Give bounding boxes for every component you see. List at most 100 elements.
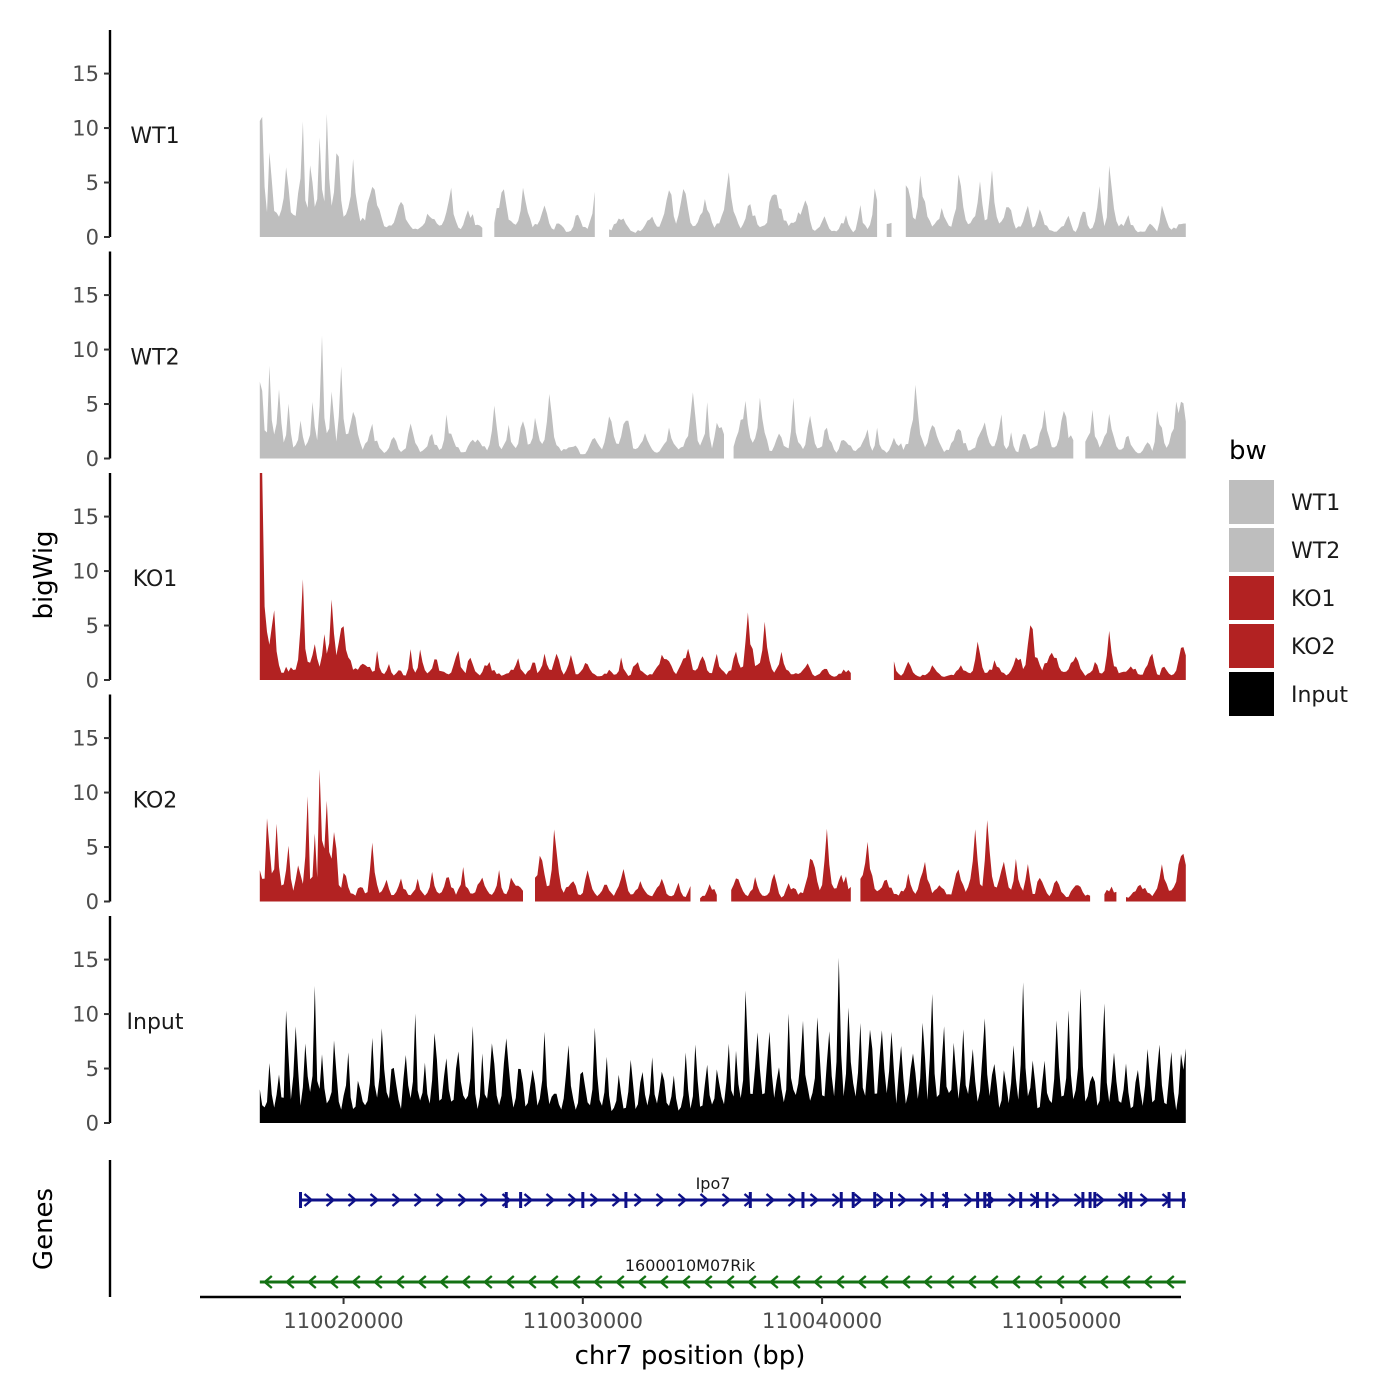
strand-arrow [966, 1275, 977, 1289]
y-axis-title: bigWig [29, 530, 59, 619]
y-tick-label: 0 [86, 226, 99, 250]
gene-track-panel: Ipo7 1600010M07Rik [108, 1160, 1186, 1297]
strand-arrow [809, 1193, 820, 1207]
y-tick-label: 10 [72, 1003, 99, 1027]
strand-arrow [1142, 1275, 1153, 1289]
coverage-area-ko1 [893, 625, 1186, 680]
gene-label-ipo7: Ipo7 [696, 1174, 731, 1193]
y-tick-label: 10 [72, 560, 99, 584]
strand-arrow [545, 1193, 556, 1207]
strand-arrow [1032, 1275, 1043, 1289]
x-tick-label: 110020000 [283, 1309, 403, 1333]
x-axis-title: chr7 position (bp) [575, 1341, 806, 1371]
strand-arrow [702, 1275, 713, 1289]
strand-arrow [812, 1275, 823, 1289]
track-label-ko2: KO2 [133, 789, 178, 814]
strand-arrow [416, 1275, 427, 1289]
strand-arrow [919, 1193, 930, 1207]
strand-arrow [699, 1193, 710, 1207]
strand-arrow [768, 1275, 779, 1289]
legend-label-wt2: WT2 [1291, 539, 1340, 564]
strand-arrow [413, 1193, 424, 1207]
legend-label-input: Input [1291, 683, 1348, 708]
x-tick-label: 110050000 [1001, 1309, 1121, 1333]
strand-arrow [878, 1275, 889, 1289]
strand-arrow [567, 1193, 578, 1207]
coverage-area-ko1 [259, 473, 851, 680]
legend-key-wt2 [1229, 528, 1274, 572]
y-tick-label: 5 [86, 1057, 99, 1081]
y-tick-label: 5 [86, 393, 99, 417]
strand-arrow [306, 1275, 317, 1289]
strand-arrow [262, 1275, 273, 1289]
y-tick-label: 0 [86, 669, 99, 693]
coverage-area-ko2 [1126, 853, 1186, 902]
strand-arrow [1007, 1193, 1018, 1207]
panel-input: 0 5 10 15 Input [72, 916, 1186, 1136]
strand-arrow [1139, 1193, 1150, 1207]
strand-arrow [435, 1193, 446, 1207]
legend-key-ko1 [1229, 576, 1274, 620]
strand-arrow [1051, 1193, 1062, 1207]
strand-arrow [592, 1275, 603, 1289]
strand-arrow [746, 1275, 757, 1289]
strand-arrow [303, 1193, 314, 1207]
strand-arrow [526, 1275, 537, 1289]
strand-arrow [504, 1275, 515, 1289]
track-label-ko1: KO1 [133, 567, 178, 592]
strand-arrow [372, 1275, 383, 1289]
legend-title: bw [1229, 436, 1267, 466]
coverage-area-wt2 [1085, 401, 1186, 459]
track-label-input: Input [127, 1010, 184, 1035]
strand-arrow [875, 1193, 886, 1207]
strand-arrow [479, 1193, 490, 1207]
legend-key-input [1229, 672, 1274, 716]
legend-label-wt1: WT1 [1291, 491, 1340, 516]
strand-arrow [680, 1275, 691, 1289]
x-tick-label: 110030000 [523, 1309, 643, 1333]
gene-ipo7: Ipo7 [298, 1174, 1186, 1208]
strand-arrow [636, 1275, 647, 1289]
strand-arrow [633, 1193, 644, 1207]
coverage-area-input [259, 957, 1186, 1123]
y-tick-label: 15 [72, 284, 99, 308]
y-tick-label: 10 [72, 338, 99, 362]
strand-arrow [787, 1193, 798, 1207]
x-axis: 110020000 110030000 110040000 110050000 [200, 1295, 1181, 1333]
strand-arrow [284, 1275, 295, 1289]
strand-arrow [1010, 1275, 1021, 1289]
strand-arrow [900, 1275, 911, 1289]
strand-arrow [655, 1193, 666, 1207]
gene-1600010m07rik: 1600010M07Rik [259, 1256, 1186, 1289]
panel-wt1: 0 5 10 15 WT1 [72, 30, 1186, 250]
strand-arrow [856, 1275, 867, 1289]
coverage-area-ko2 [259, 769, 523, 902]
strand-arrow [325, 1193, 336, 1207]
coverage-area-ko2 [1104, 886, 1117, 902]
legend-key-ko2 [1229, 624, 1274, 668]
y-tick-label: 0 [86, 1112, 99, 1136]
strand-arrow [897, 1193, 908, 1207]
legend-label-ko1: KO1 [1291, 587, 1336, 612]
legend-key-wt1 [1229, 480, 1274, 524]
strand-arrow [1076, 1275, 1087, 1289]
strand-arrow [853, 1193, 864, 1207]
y-tick-label: 15 [72, 727, 99, 751]
coverage-area-ko2 [535, 829, 691, 902]
strand-arrow [394, 1275, 405, 1289]
strand-arrow [1120, 1275, 1131, 1289]
strand-arrow [1095, 1193, 1106, 1207]
strand-arrow [721, 1193, 732, 1207]
coverage-area-wt1 [886, 222, 892, 237]
strand-arrow [438, 1275, 449, 1289]
y-tick-label: 5 [86, 171, 99, 195]
y-tick-label: 5 [86, 614, 99, 638]
strand-arrow [457, 1193, 468, 1207]
genes-axis-title: Genes [29, 1188, 59, 1270]
track-panels: 0 5 10 15 WT1 0 5 10 15 WT2 0 5 10 15 KO1 0 5 10 15 KO2 0 5 10… [72, 30, 1186, 1136]
strand-arrow [1054, 1275, 1065, 1289]
strand-arrow [350, 1275, 361, 1289]
panel-wt2: 0 5 10 15 WT2 [72, 251, 1186, 471]
y-tick-label: 10 [72, 117, 99, 141]
